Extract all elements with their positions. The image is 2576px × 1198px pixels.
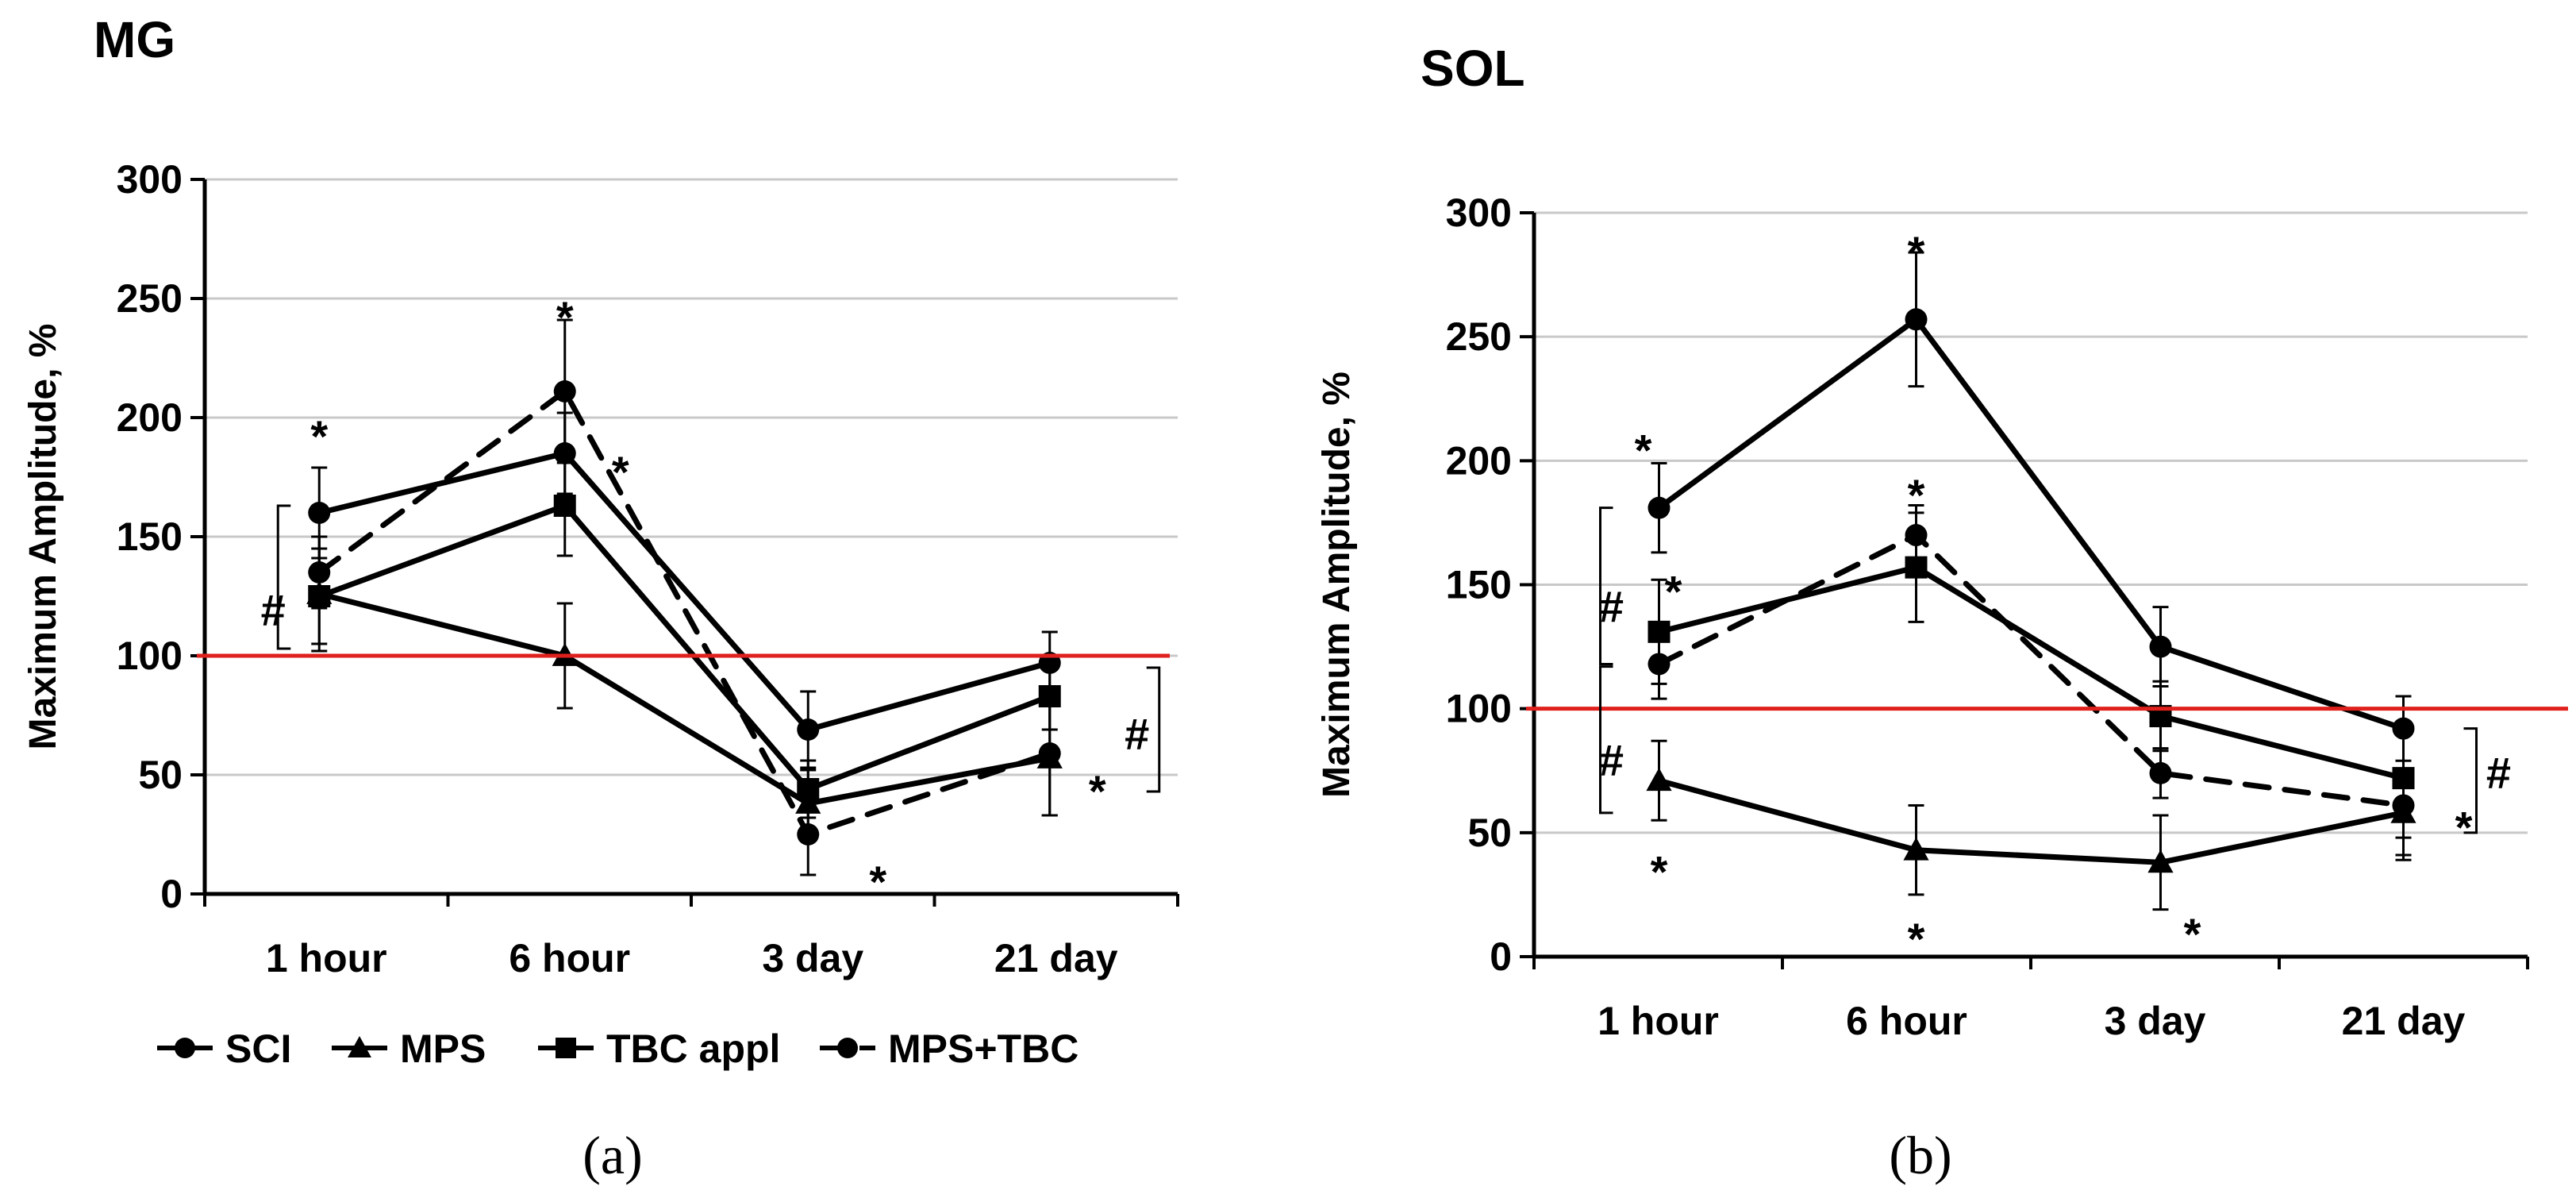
b-y-tick-label-100: 100 <box>1446 687 1512 731</box>
b-point-sci-1 <box>1905 308 1928 331</box>
a-y-tick-label-200: 200 <box>117 395 183 440</box>
b-annotation-asterisk-2: * <box>1651 847 1668 897</box>
legend-marker-mps-tbc <box>837 1038 858 1058</box>
a-point-sci-0 <box>308 502 331 524</box>
a-y-tick-label-250: 250 <box>117 276 183 321</box>
b-series-line-mps <box>1656 777 2406 865</box>
a-y-tick-label-300: 300 <box>117 157 183 202</box>
a-point-sci-2 <box>797 718 820 741</box>
b-point-sci-0 <box>1647 496 1671 519</box>
a-annotation-hash-6: # <box>1125 709 1149 759</box>
b-panel-caption: (b) <box>1889 1125 1951 1185</box>
b-point-mps-tbc-1 <box>1905 524 1928 547</box>
b-point-mps-0 <box>1646 768 1672 792</box>
b-x-tick-label-1-hour: 1 hour <box>1598 999 1719 1043</box>
a-y-tick-label-100: 100 <box>117 634 183 678</box>
panel-a-chart: 0 50 100 150 200 250 300 1 hour 6 hour 3 day 21 da… <box>22 11 1179 1185</box>
b-point-sci-2 <box>2149 635 2172 658</box>
a-annotation-asterisk-2: * <box>612 447 629 497</box>
b-bracket-lower-left <box>1599 665 1613 815</box>
b-bracket-right <box>2463 727 2478 834</box>
b-series-line-mps-tbc <box>1656 532 2406 808</box>
a-y-axis-label: Maximum Amplitude, % <box>22 324 64 750</box>
legend: SCI MPS TBC appl MPS+TBC <box>157 1027 1078 1071</box>
a-series-line-mps-tbc <box>316 388 1053 838</box>
legend-label-sci: SCI <box>225 1027 291 1071</box>
legend-label-tbc-appl: TBC appl <box>606 1027 780 1071</box>
b-annotation-asterisk-7: * <box>2455 802 2473 852</box>
a-point-tbc-appl-1 <box>553 495 576 517</box>
b-y-tick-label-200: 200 <box>1446 438 1512 483</box>
legend-marker-sci <box>175 1038 195 1058</box>
legend-label-mps-tbc: MPS+TBC <box>888 1027 1078 1071</box>
legend-marker-tbc-appl <box>556 1038 576 1058</box>
b-annotation-asterisk-5: * <box>1908 914 1925 964</box>
a-x-tick-label-21-day: 21 day <box>994 936 1118 980</box>
b-annotation-asterisk-1: * <box>1665 567 1682 617</box>
b-annotation-asterisk-0: * <box>1635 426 1652 476</box>
a-point-mps-tbc-3 <box>1038 742 1061 765</box>
a-annotation-asterisk-0: * <box>310 411 328 461</box>
legend-marker-mps <box>348 1036 371 1057</box>
b-annotation-hash-8: # <box>1599 581 1624 631</box>
a-annotation-asterisk-3: * <box>869 857 886 907</box>
legend-label-mps: MPS <box>400 1027 486 1071</box>
a-series-line-sci <box>316 450 1053 733</box>
b-annotation-hash-10: # <box>2486 748 2511 798</box>
a-series-line-tbc-appl <box>316 503 1053 792</box>
b-point-mps-tbc-3 <box>2392 794 2415 817</box>
a-point-mps-tbc-0 <box>308 561 331 584</box>
a-annotation-asterisk-4: * <box>1089 766 1106 816</box>
b-chart-title: SOL <box>1421 40 1525 97</box>
a-point-mps-tbc-2 <box>797 823 820 846</box>
b-y-tick-label-150: 150 <box>1446 563 1512 607</box>
a-point-mps-tbc-1 <box>553 380 576 403</box>
b-point-mps-2 <box>2147 849 2174 873</box>
a-annotation-asterisk-1: * <box>556 292 574 342</box>
b-annotation-asterisk-3: * <box>1908 227 1925 277</box>
b-annotation-hash-9: # <box>1599 735 1624 785</box>
panel-b-chart: 0 50 100 150 200 250 300 1 hour 6 hour 3 day 21 da… <box>1316 40 2568 1185</box>
b-x-tick-label-21-day: 21 day <box>2342 999 2466 1043</box>
b-y-tick-label-300: 300 <box>1446 191 1512 235</box>
b-bracket-upper-left <box>1599 507 1613 665</box>
a-bracket-left <box>276 504 291 650</box>
a-chart-title: MG <box>94 11 175 68</box>
b-point-mps-1 <box>1903 837 1929 861</box>
b-y-tick-label-250: 250 <box>1446 314 1512 359</box>
a-y-tick-label-50: 50 <box>138 753 183 797</box>
a-y-tick-label-0: 0 <box>160 872 183 916</box>
b-x-tick-label-3-day: 3 day <box>2105 999 2206 1043</box>
a-x-tick-label-3-day: 3 day <box>762 936 863 980</box>
b-series-line-tbc-appl <box>1656 564 2406 781</box>
b-point-mps-tbc-0 <box>1647 653 1671 676</box>
b-series-line-sci <box>1656 316 2406 732</box>
b-point-mps-tbc-2 <box>2149 761 2172 784</box>
b-annotation-asterisk-4: * <box>1908 470 1925 520</box>
a-x-tick-label-6-hour: 6 hour <box>509 936 630 980</box>
b-y-axis-label: Maximum Amplitude, % <box>1316 372 1358 798</box>
b-annotation-asterisk-6: * <box>2184 909 2201 959</box>
b-y-tick-label-50: 50 <box>1467 811 1512 855</box>
a-x-tick-label-1-hour: 1 hour <box>266 936 387 980</box>
b-y-tick-label-0: 0 <box>1490 934 1512 979</box>
a-series-line-mps <box>316 591 1053 807</box>
a-y-tick-label-150: 150 <box>117 514 183 559</box>
a-annotation-hash-5: # <box>261 585 286 635</box>
a-panel-caption: (a) <box>582 1125 642 1185</box>
a-bracket-right <box>1146 666 1161 793</box>
b-x-tick-label-6-hour: 6 hour <box>1846 999 1967 1043</box>
